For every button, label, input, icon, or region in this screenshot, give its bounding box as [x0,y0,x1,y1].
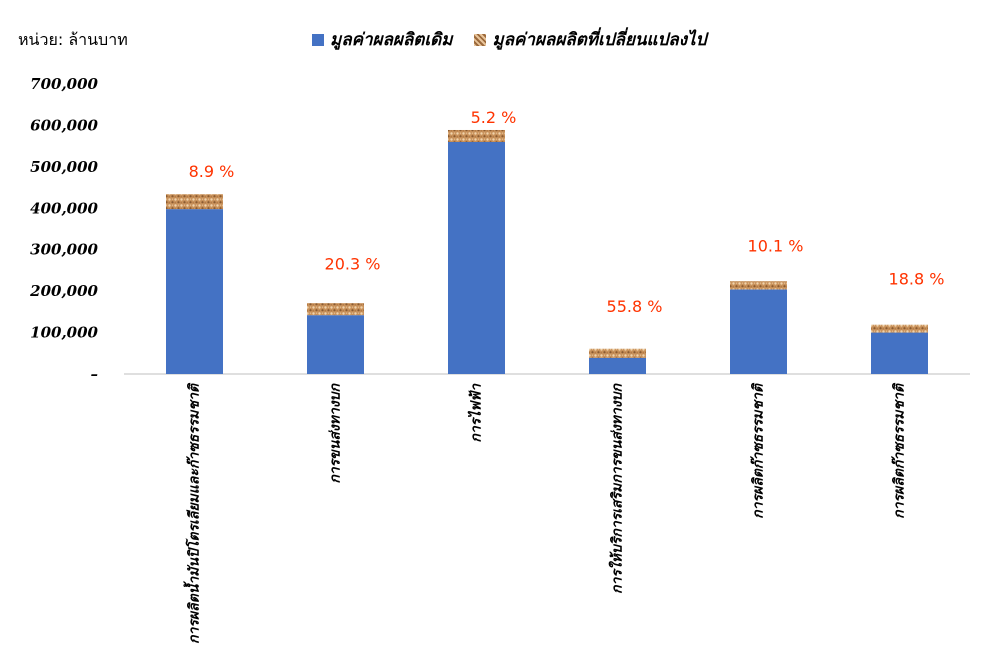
y-tick-label: 300,000 [30,241,98,259]
y-tick-label: 400,000 [30,199,98,217]
data-label: 18.8 % [889,270,945,289]
bars [166,129,928,374]
legend-label-base: มูลค่าผลผลิตเดิม [330,30,453,50]
y-tick-label: 100,000 [30,324,98,342]
bar-segment-base [307,315,364,374]
bar-segment-change [307,303,364,316]
bar-segment-change [448,129,505,142]
x-tick-label: การไฟฟ้า [468,383,485,443]
bar-segment-base [448,142,505,374]
y-tick-label: 700,000 [30,75,98,93]
x-tick-label: การผลิตก๊าซธรรมชาติ [891,382,908,519]
legend-item-change: มูลค่าผลผลิตที่เปลี่ยนแปลงไป [474,26,706,53]
x-tick-label: การผลิตน้ำมันปิโตรเลียมและก๊าซธรรมชาติ [183,382,203,644]
bar-segment-change [871,324,928,333]
bar-segment-base [871,332,928,374]
y-tick-label: 500,000 [30,158,98,176]
x-axis-ticks: การผลิตน้ำมันปิโตรเลียมและก๊าซธรรมชาติ กา… [183,382,908,644]
data-label: 10.1 % [748,237,804,256]
data-label: 20.3 % [325,254,381,273]
legend-label-change: มูลค่าผลผลิตที่เปลี่ยนแปลงไป [492,30,707,50]
bar-segment-base [589,357,646,374]
bar-segment-change [589,348,646,358]
bar-segment-change [166,194,223,210]
bar-segment-base [166,209,223,374]
x-tick-label: การขนส่งทางบก [328,382,344,483]
legend: มูลค่าผลผลิตเดิม มูลค่าผลผลิตที่เปลี่ยนแ… [312,26,728,53]
y-tick-label: 600,000 [30,116,98,134]
data-label: 55.8 % [607,297,663,316]
y-tick-label: – [91,365,99,383]
x-tick-label: การผลิตก๊าซธรรมชาติ [750,382,767,519]
data-labels: 8.9 % 20.3 % 5.2 % 55.8 % 10.1 % 18.8 % [189,108,945,316]
bar-segment-base [730,289,787,374]
data-label: 8.9 % [189,162,235,181]
legend-swatch-change [474,33,487,46]
data-label: 5.2 % [471,108,517,127]
y-tick-label: 200,000 [29,282,98,300]
bar-segment-change [730,281,787,290]
legend-item-base: มูลค่าผลผลิตเดิม [312,26,452,53]
x-tick-label: การให้บริการเสริมการขนส่งทางบก [609,382,626,593]
unit-label: หน่วย: ล้านบาท [18,30,128,49]
legend-swatch-base [312,33,324,46]
y-axis-ticks: – 100,000 200,000 300,000 400,000 500,000 600,… [29,75,98,383]
